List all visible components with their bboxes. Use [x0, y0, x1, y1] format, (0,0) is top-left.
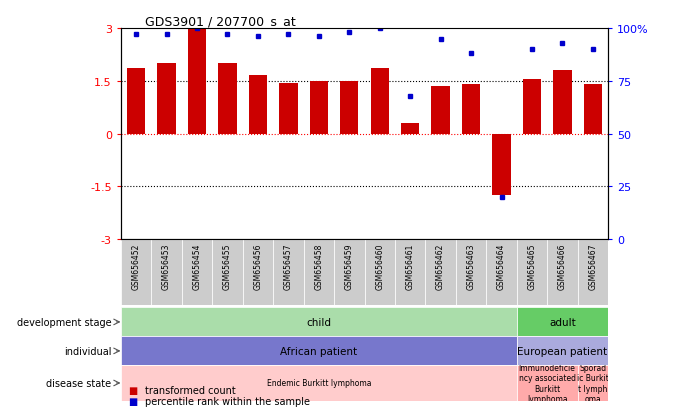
Text: GSM656462: GSM656462	[436, 243, 445, 289]
Text: GSM656455: GSM656455	[223, 243, 232, 289]
Bar	[249, 76, 267, 134]
FancyBboxPatch shape	[517, 337, 608, 366]
Bar	[584, 85, 602, 134]
FancyBboxPatch shape	[182, 240, 212, 306]
Text: GSM656457: GSM656457	[284, 243, 293, 289]
Bar	[218, 64, 236, 134]
Text: transformed count: transformed count	[145, 385, 236, 395]
FancyBboxPatch shape	[121, 366, 517, 401]
Bar	[127, 69, 145, 134]
Text: development stage: development stage	[17, 317, 111, 327]
Text: Immunodeficie
ncy associated
Burkitt
lymphoma: Immunodeficie ncy associated Burkitt lym…	[519, 363, 576, 403]
FancyBboxPatch shape	[578, 240, 608, 306]
Text: GSM656452: GSM656452	[132, 243, 141, 289]
Bar	[553, 71, 571, 134]
Text: GSM656460: GSM656460	[375, 243, 384, 289]
FancyBboxPatch shape	[517, 240, 547, 306]
Text: African patient: African patient	[281, 346, 357, 356]
FancyBboxPatch shape	[121, 308, 517, 337]
FancyBboxPatch shape	[151, 240, 182, 306]
FancyBboxPatch shape	[273, 240, 303, 306]
Text: GSM656458: GSM656458	[314, 243, 323, 289]
FancyBboxPatch shape	[486, 240, 517, 306]
Bar	[279, 83, 298, 134]
Text: disease state: disease state	[46, 378, 111, 388]
Text: child: child	[306, 317, 331, 327]
Text: GSM656461: GSM656461	[406, 243, 415, 289]
Text: GSM656456: GSM656456	[254, 243, 263, 289]
Bar	[310, 82, 328, 134]
Text: individual: individual	[64, 346, 111, 356]
Bar	[370, 69, 389, 134]
FancyBboxPatch shape	[121, 337, 517, 366]
FancyBboxPatch shape	[365, 240, 395, 306]
Text: GDS3901 / 207700_s_at: GDS3901 / 207700_s_at	[145, 15, 296, 28]
Bar	[401, 124, 419, 134]
Text: GSM656459: GSM656459	[345, 243, 354, 289]
FancyBboxPatch shape	[243, 240, 273, 306]
FancyBboxPatch shape	[395, 240, 426, 306]
Bar	[493, 134, 511, 196]
Bar	[431, 87, 450, 134]
Text: ■: ■	[128, 385, 137, 395]
Text: GSM656467: GSM656467	[588, 243, 597, 289]
Text: European patient: European patient	[518, 346, 607, 356]
Text: GSM656453: GSM656453	[162, 243, 171, 289]
FancyBboxPatch shape	[303, 240, 334, 306]
Bar	[462, 85, 480, 134]
FancyBboxPatch shape	[456, 240, 486, 306]
Text: GSM656465: GSM656465	[527, 243, 536, 289]
Text: ■: ■	[128, 396, 137, 406]
Bar	[188, 29, 206, 134]
Text: Sporad
ic Burkit
t lymph
oma: Sporad ic Burkit t lymph oma	[577, 363, 609, 403]
Text: percentile rank within the sample: percentile rank within the sample	[145, 396, 310, 406]
Text: adult: adult	[549, 317, 576, 327]
Text: GSM656454: GSM656454	[193, 243, 202, 289]
FancyBboxPatch shape	[517, 308, 608, 337]
FancyBboxPatch shape	[578, 366, 608, 401]
Text: GSM656464: GSM656464	[497, 243, 506, 289]
Bar	[523, 80, 541, 134]
Bar	[340, 82, 359, 134]
FancyBboxPatch shape	[212, 240, 243, 306]
FancyBboxPatch shape	[517, 366, 578, 401]
Text: Endemic Burkitt lymphoma: Endemic Burkitt lymphoma	[267, 379, 371, 387]
Text: GSM656463: GSM656463	[466, 243, 475, 289]
Text: GSM656466: GSM656466	[558, 243, 567, 289]
FancyBboxPatch shape	[426, 240, 456, 306]
FancyBboxPatch shape	[334, 240, 365, 306]
FancyBboxPatch shape	[121, 240, 151, 306]
FancyBboxPatch shape	[547, 240, 578, 306]
Bar	[158, 64, 176, 134]
